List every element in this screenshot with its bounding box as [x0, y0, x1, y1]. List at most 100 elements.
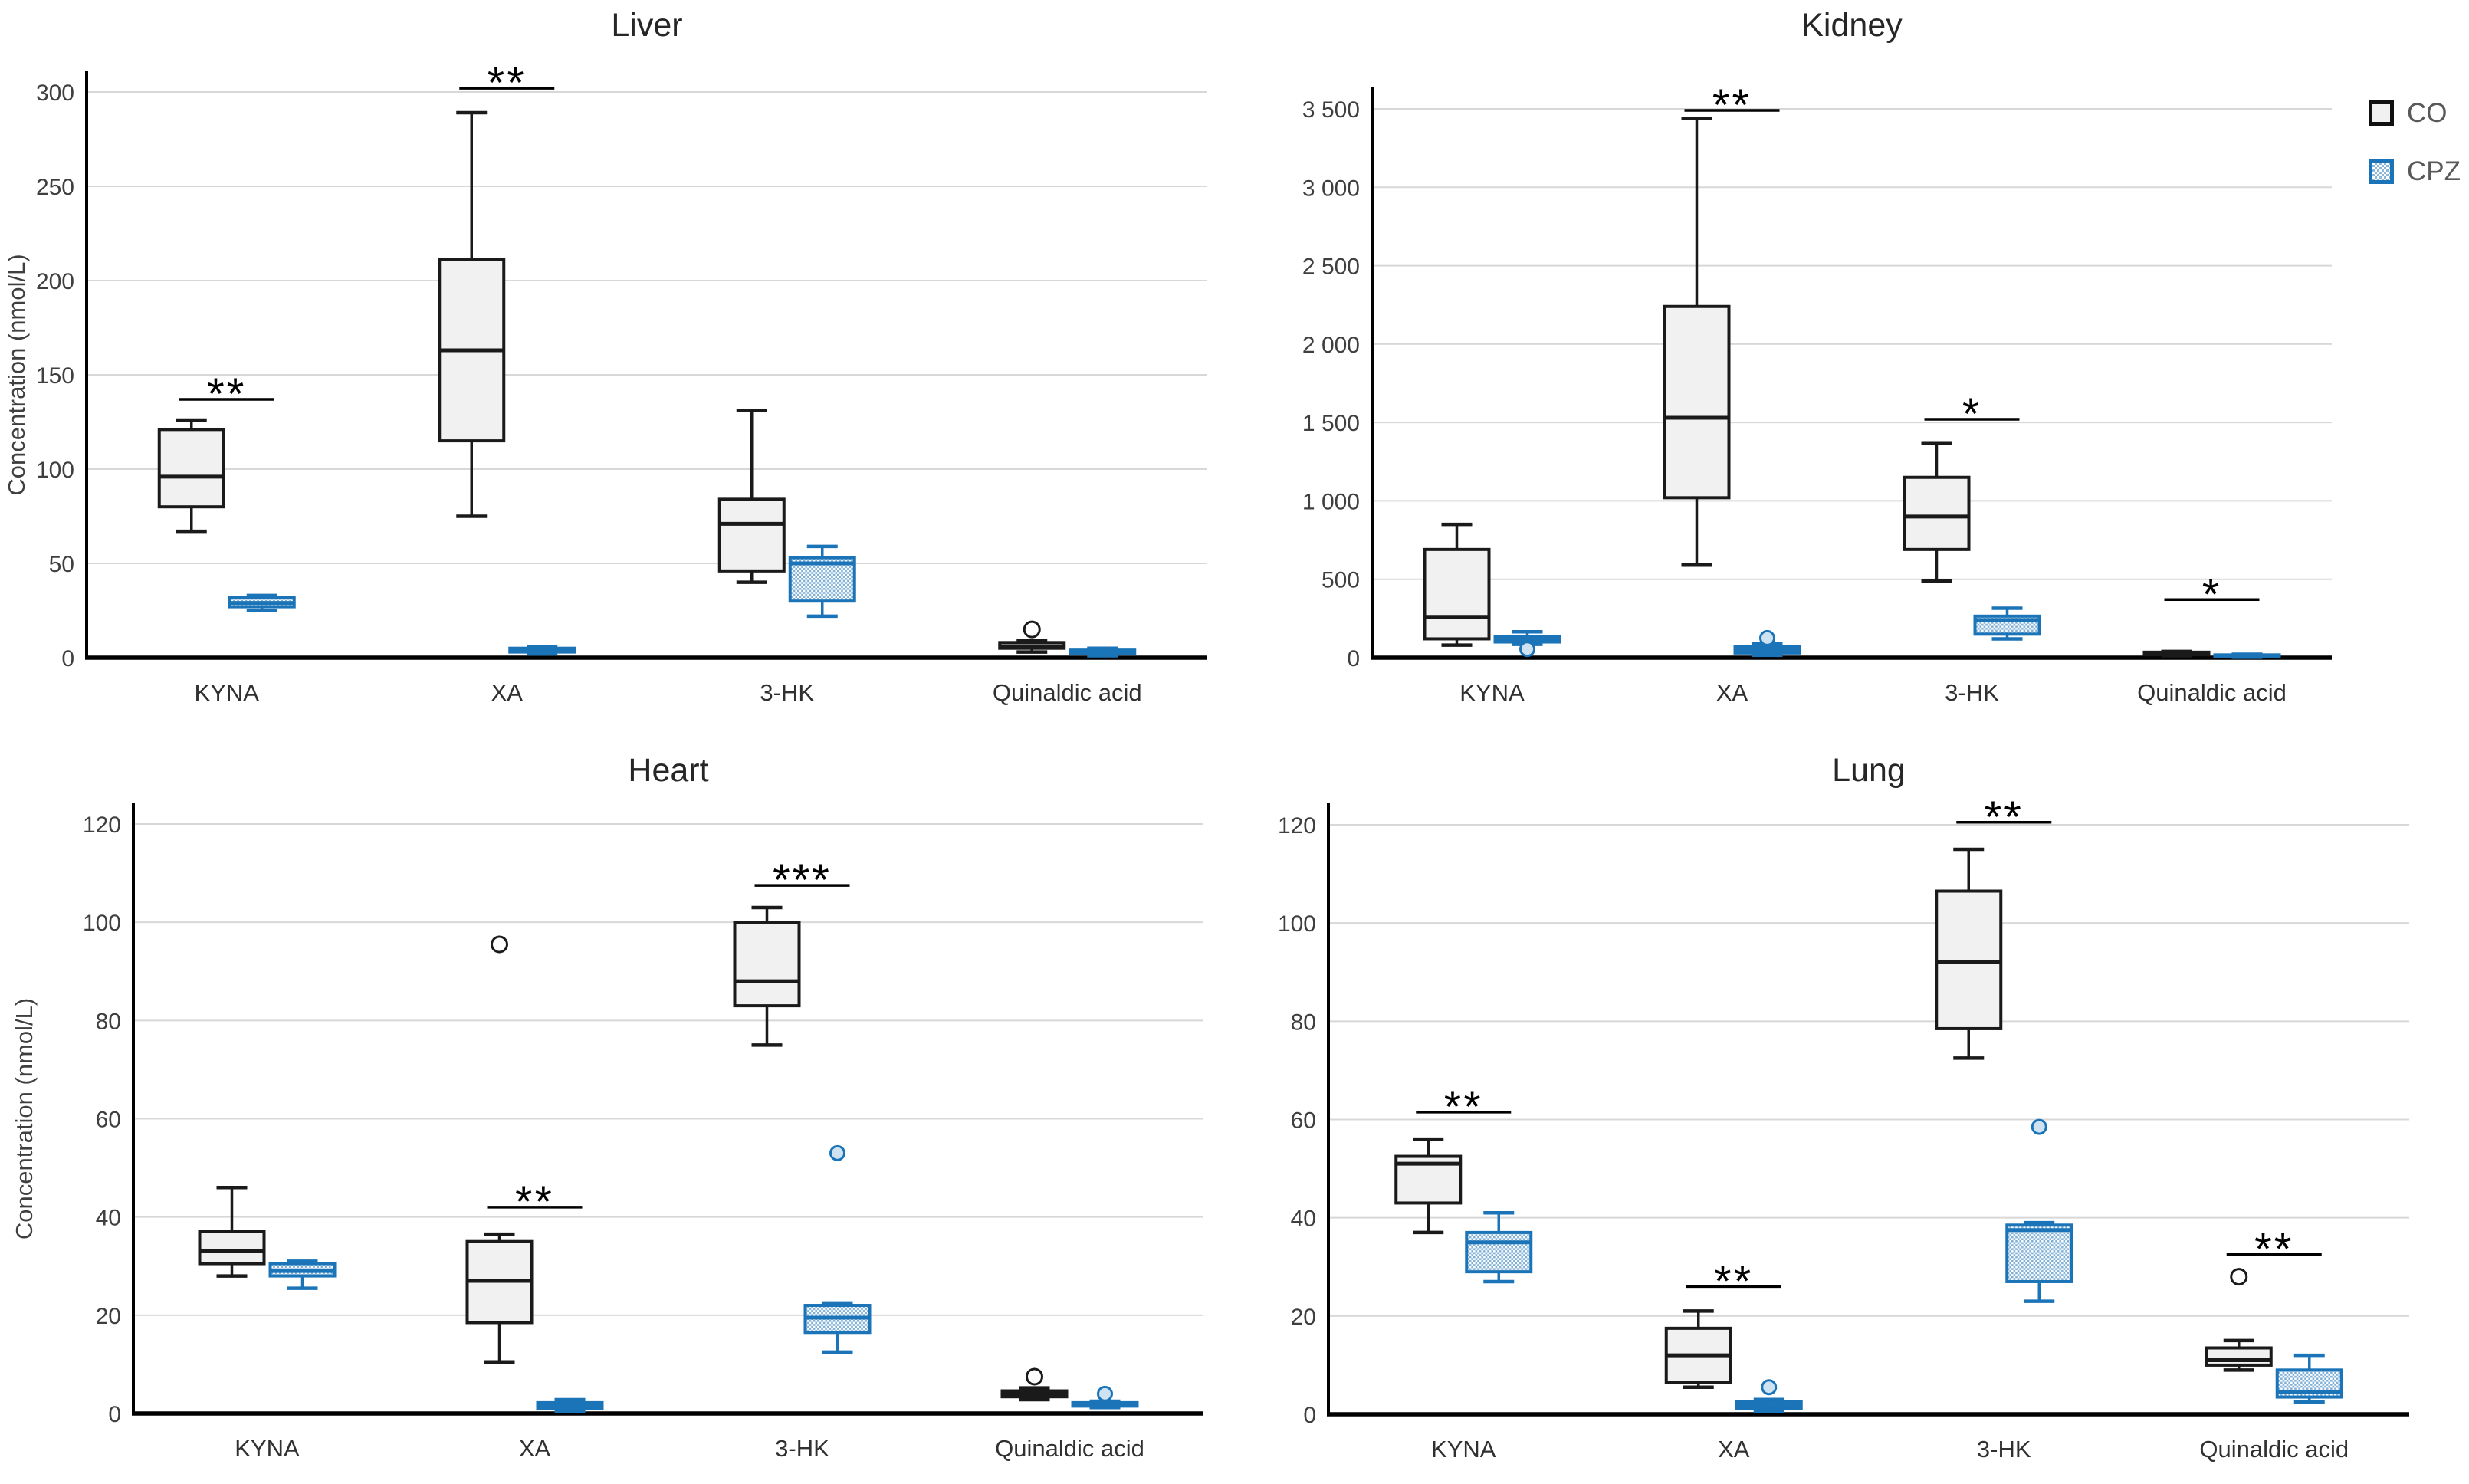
panel-title: Liver	[611, 7, 682, 44]
category-label: 3-HK	[1977, 1436, 2031, 1463]
ytick-label: 100	[36, 458, 74, 483]
ytick-label: 250	[36, 175, 74, 200]
y-axis-title: Concentration (nmol/L)	[3, 254, 30, 495]
boxplot-CPZ-3-HK	[803, 1144, 872, 1354]
ytick-label: 50	[49, 552, 74, 577]
significance-stars: *	[2202, 570, 2222, 619]
boxplot-CO-KYNA	[157, 418, 225, 534]
category-label: XA	[1718, 1436, 1750, 1463]
ytick-label: 3 000	[1302, 176, 1360, 201]
category-label: XA	[491, 679, 524, 706]
significance-stars: ***	[773, 855, 832, 905]
legend-label-cpz: CPZ	[2407, 156, 2461, 186]
panel-title: Heart	[628, 752, 708, 789]
category-label: 3-HK	[1945, 679, 1999, 706]
boxplot-CO-3-HK	[1935, 847, 2003, 1060]
chart-liver: 0 50 100 150 200 250 300 Liver Concentration (nm…	[3, 7, 1207, 706]
legend-item-co: CO	[2369, 100, 2461, 126]
ytick-label: 120	[1278, 813, 1316, 839]
boxplot-CPZ-XA	[536, 1397, 604, 1413]
ytick-label: 3 500	[1302, 97, 1360, 123]
box	[157, 428, 225, 509]
significance-stars: **	[207, 369, 246, 419]
category-label: 3-HK	[760, 679, 814, 706]
significance-stars: **	[2254, 1225, 2293, 1275]
boxplot-CPZ-XA	[1735, 1379, 1803, 1414]
category-label: Quinaldic acid	[2199, 1436, 2349, 1463]
boxplot-CO-XA	[465, 935, 534, 1364]
boxplot-CO-XA	[438, 110, 506, 518]
boxplot-CPZ-3-HK	[788, 544, 856, 619]
outlier-point	[1023, 620, 1041, 639]
boxplot-CO-Quinaldic acid	[2205, 1268, 2273, 1372]
legend-item-cpz: CPZ	[2369, 158, 2461, 185]
ytick-label: 80	[96, 1009, 121, 1034]
ytick-label: 1 000	[1302, 489, 1360, 514]
category-label: Quinaldic acid	[995, 1435, 1144, 1462]
legend-label-co: CO	[2407, 98, 2448, 128]
outlier-point	[1761, 1379, 1778, 1396]
category-label: KYNA	[195, 679, 260, 706]
ytick-label: 20	[1291, 1305, 1316, 1330]
ytick-label: 1 500	[1302, 411, 1360, 436]
boxplot-CPZ-KYNA	[228, 593, 296, 612]
significance-stars: **	[1444, 1082, 1483, 1132]
boxplot-CO-Quinaldic acid	[2142, 649, 2211, 658]
category-label: XA	[519, 1435, 551, 1462]
category-label: KYNA	[1459, 679, 1525, 706]
ytick-label: 100	[1278, 911, 1316, 937]
boxplot-CO-KYNA	[1394, 1137, 1463, 1235]
box	[2005, 1223, 2073, 1283]
legend: CO CPZ	[2369, 100, 2461, 185]
box	[1903, 475, 1971, 551]
significance-stars: **	[1714, 1256, 1753, 1306]
boxplot-CPZ-Quinaldic acid	[1069, 646, 1137, 658]
boxplot-CO-3-HK	[733, 905, 801, 1047]
outlier-point	[1026, 1367, 1043, 1386]
boxplot-CO-XA	[1664, 1309, 1732, 1390]
significance-stars: **	[1985, 793, 2024, 842]
panel-title: Kidney	[1801, 7, 1903, 44]
box	[733, 921, 801, 1008]
panel-title: Lung	[1832, 752, 1906, 789]
ytick-label: 40	[96, 1206, 121, 1231]
box	[1935, 889, 2003, 1030]
outlier-point	[1519, 641, 1535, 658]
boxplot-CPZ-XA	[1733, 629, 1801, 658]
outlier-point	[2031, 1118, 2047, 1135]
category-label: Quinaldic acid	[2137, 679, 2287, 706]
ytick-label: 2 500	[1302, 254, 1360, 280]
boxplot-CO-XA	[1663, 117, 1731, 567]
ytick-label: 60	[96, 1108, 121, 1133]
cpz-swatch-icon	[2369, 159, 2394, 184]
chart-lung: 0 20 40 60 80 100 120 Lung KYNA XA 3-HK Quinaldic a…	[1278, 752, 2409, 1463]
box	[198, 1230, 266, 1266]
boxplot-CO-Quinaldic acid	[1000, 1367, 1069, 1402]
boxplot-CO-3-HK	[1903, 441, 1971, 583]
significance-stars: **	[488, 58, 527, 108]
boxplot-CPZ-KYNA	[1465, 1211, 1533, 1284]
box	[1465, 1230, 1533, 1274]
boxplot-CPZ-3-HK	[1973, 606, 2041, 641]
box	[1423, 547, 1491, 641]
ytick-label: 0	[61, 646, 74, 671]
box	[1663, 304, 1731, 500]
ytick-label: 20	[96, 1304, 121, 1329]
boxplot-CO-3-HK	[717, 409, 786, 584]
boxplot-CPZ-Quinaldic acid	[2275, 1353, 2343, 1404]
significance-stars: *	[1962, 389, 1982, 439]
significance-stars: **	[1712, 80, 1752, 130]
y-axis-title: Concentration (nmol/L)	[11, 998, 38, 1239]
boxplot-CO-KYNA	[1423, 522, 1491, 647]
boxplot-CO-Quinaldic acid	[998, 620, 1066, 654]
outlier-point	[1759, 629, 1775, 646]
ytick-label: 0	[108, 1402, 121, 1427]
ytick-label: 60	[1291, 1108, 1316, 1134]
ytick-label: 500	[1322, 568, 1360, 593]
category-label: Quinaldic acid	[993, 679, 1142, 706]
outlier-point	[829, 1144, 845, 1161]
category-label: KYNA	[235, 1435, 300, 1462]
ytick-label: 40	[1291, 1207, 1316, 1232]
box	[717, 497, 786, 573]
boxplot-CPZ-Quinaldic acid	[2213, 652, 2281, 659]
